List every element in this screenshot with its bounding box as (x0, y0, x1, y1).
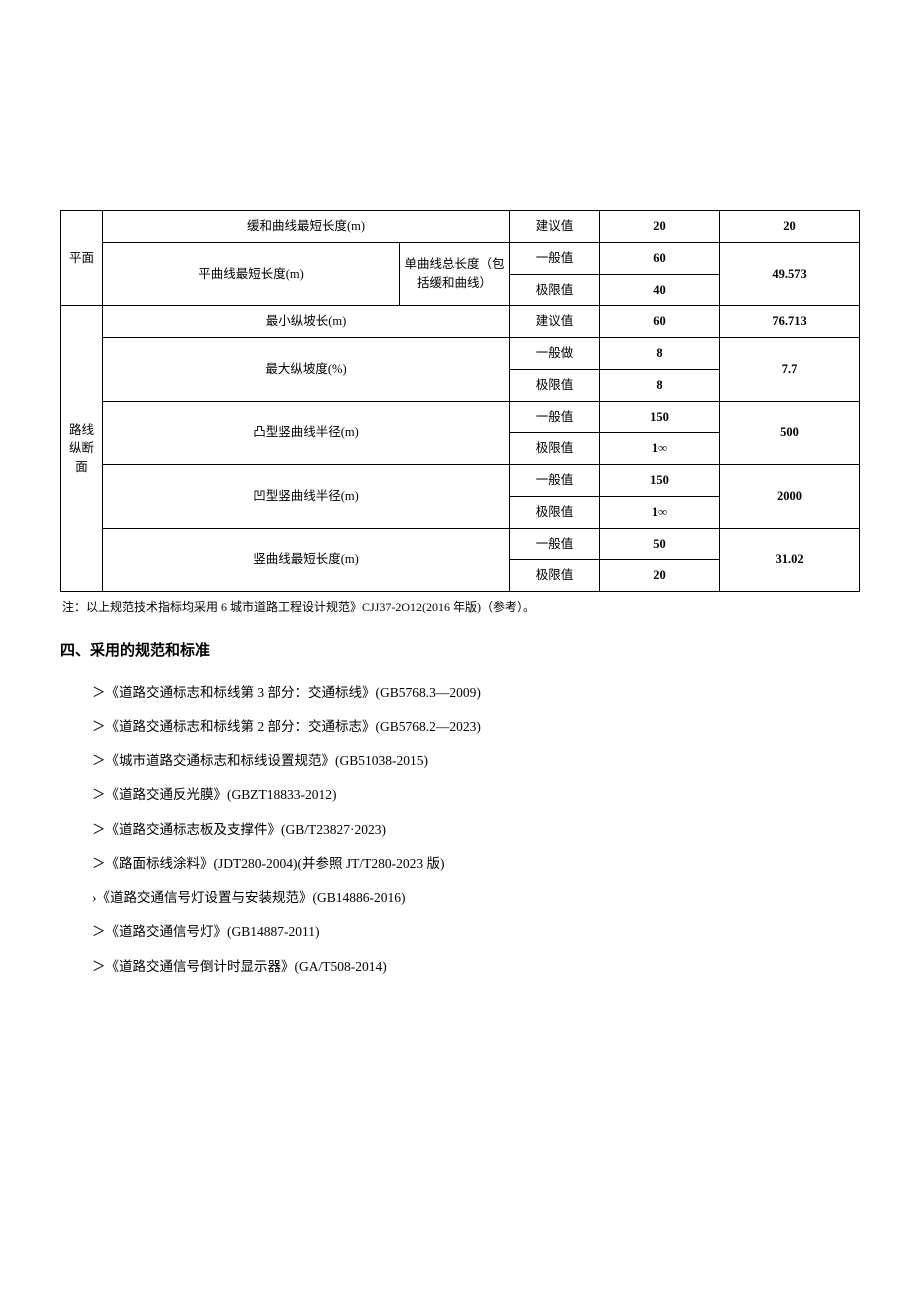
param-vertical-curve-length: 竖曲线最短长度(m) (103, 528, 510, 592)
table-row: 平面 缓和曲线最短长度(m) 建议值 20 20 (61, 211, 860, 243)
param-transition-curve: 缓和曲线最短长度(m) (103, 211, 510, 243)
spec-value: 50 (600, 528, 720, 560)
value-type: 一般值 (510, 528, 600, 560)
param-min-slope-length: 最小纵坡长(m) (103, 306, 510, 338)
value-type: 极限值 (510, 560, 600, 592)
actual-value: 7.7 (720, 338, 860, 402)
value-type: 一般值 (510, 465, 600, 497)
spec-value: 150 (600, 465, 720, 497)
spec-value: 1∞ (600, 433, 720, 465)
category-vertical: 路线纵断面 (61, 306, 103, 592)
category-plane: 平面 (61, 211, 103, 306)
table-footnote: 注：以上规范技术指标均采用 6 城市道路工程设计规范》CJJ37-2O12(20… (60, 598, 860, 616)
actual-value: 20 (720, 211, 860, 243)
value-type: 建议值 (510, 306, 600, 338)
spec-value: 60 (600, 306, 720, 338)
list-item: ＞《道路交通反光膜》(GBZT18833-2012) (92, 785, 860, 805)
parameters-table: 平面 缓和曲线最短长度(m) 建议值 20 20 平曲线最短长度(m) 单曲线总… (60, 210, 860, 592)
value-type: 极限值 (510, 274, 600, 306)
table-row: 路线纵断面 最小纵坡长(m) 建议值 60 76.713 (61, 306, 860, 338)
param-concave-radius: 凹型竖曲线半径(m) (103, 465, 510, 529)
value-type: 建议值 (510, 211, 600, 243)
table-row: 竖曲线最短长度(m) 一般值 50 31.02 (61, 528, 860, 560)
param-flat-curve: 平曲线最短长度(m) (103, 242, 400, 306)
list-item: ＞《道路交通标志板及支撑件》(GB/T23827·2023) (92, 820, 860, 840)
param-convex-radius: 凸型竖曲线半径(m) (103, 401, 510, 465)
list-item: ＞《路面标线涂料》(JDT280-2004)(并参照 JT/T280-2023 … (92, 854, 860, 874)
standards-list: ＞《道路交通标志和标线第 3 部分：交通标线》(GB5768.3—2009) ＞… (60, 683, 860, 977)
list-item: ＞《城市道路交通标志和标线设置规范》(GB51038-2015) (92, 751, 860, 771)
actual-value: 49.573 (720, 242, 860, 306)
table-row: 最大纵坡度(%) 一般做 8 7.7 (61, 338, 860, 370)
value-type: 极限值 (510, 433, 600, 465)
table-row: 平曲线最短长度(m) 单曲线总长度（包括缓和曲线） 一般值 60 49.573 (61, 242, 860, 274)
list-item: ＞《道路交通标志和标线第 2 部分：交通标志》(GB5768.2—2023) (92, 717, 860, 737)
spec-value: 40 (600, 274, 720, 306)
spec-value: 8 (600, 369, 720, 401)
list-item: ＞《道路交通信号灯》(GB14887-2011) (92, 922, 860, 942)
spec-value: 20 (600, 211, 720, 243)
param-max-slope: 最大纵坡度(%) (103, 338, 510, 402)
value-type: 一般值 (510, 242, 600, 274)
actual-value: 76.713 (720, 306, 860, 338)
list-item: ›《道路交通信号灯设置与安装规范》(GB14886-2016) (92, 888, 860, 908)
spec-value: 8 (600, 338, 720, 370)
spec-value: 150 (600, 401, 720, 433)
spec-value: 1∞ (600, 496, 720, 528)
actual-value: 500 (720, 401, 860, 465)
param-flat-curve-sub: 单曲线总长度（包括缓和曲线） (400, 242, 510, 306)
spec-value: 60 (600, 242, 720, 274)
table-row: 凸型竖曲线半径(m) 一般值 150 500 (61, 401, 860, 433)
value-type: 一般做 (510, 338, 600, 370)
value-type: 极限值 (510, 496, 600, 528)
actual-value: 31.02 (720, 528, 860, 592)
actual-value: 2000 (720, 465, 860, 529)
spec-value: 20 (600, 560, 720, 592)
list-item: ＞《道路交通信号倒计时显示器》(GA/T508-2014) (92, 957, 860, 977)
value-type: 极限值 (510, 369, 600, 401)
section-heading: 四、采用的规范和标准 (60, 640, 860, 663)
list-item: ＞《道路交通标志和标线第 3 部分：交通标线》(GB5768.3—2009) (92, 683, 860, 703)
value-type: 一般值 (510, 401, 600, 433)
table-row: 凹型竖曲线半径(m) 一般值 150 2000 (61, 465, 860, 497)
